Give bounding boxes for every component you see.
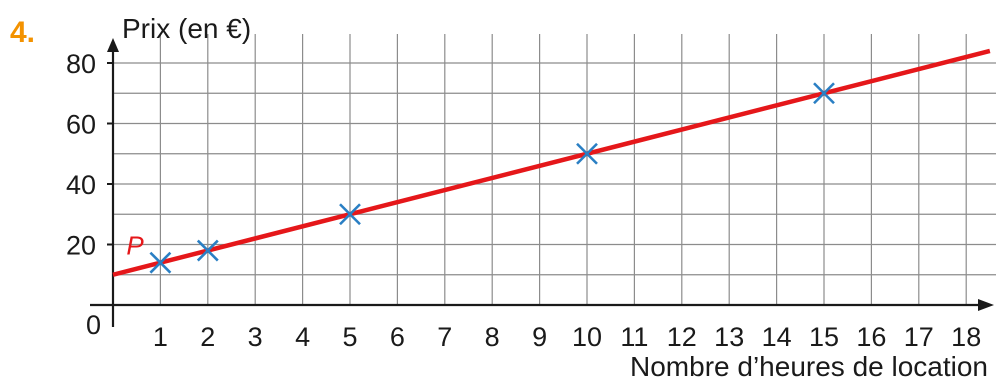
y-axis-label: Prix (en €) xyxy=(122,13,251,44)
marker-stroke xyxy=(813,82,835,105)
x-tick-label: 11 xyxy=(620,322,648,352)
y-tick-label: 80 xyxy=(66,49,96,79)
x-tick-label: 10 xyxy=(572,322,602,352)
x-tick-label: 2 xyxy=(200,322,215,352)
x-tick-label: 17 xyxy=(904,322,934,352)
y-tick-label: 60 xyxy=(66,110,96,140)
x-tick-label: 16 xyxy=(856,322,886,352)
y-tick-label: 20 xyxy=(66,231,96,261)
x-tick-label: 18 xyxy=(951,322,981,352)
x-tick-label: 7 xyxy=(437,322,452,352)
data-point-marker xyxy=(813,82,835,105)
marker-stroke xyxy=(576,142,598,165)
x-tick-label: 5 xyxy=(342,322,357,352)
x-tick-label: 3 xyxy=(248,322,263,352)
x-tick-label: 8 xyxy=(485,322,500,352)
price-line-series xyxy=(112,48,991,277)
data-point-marker xyxy=(339,203,361,226)
x-tick-label: 4 xyxy=(295,322,310,352)
origin-label: 0 xyxy=(86,310,101,340)
marker-stroke xyxy=(339,203,361,226)
x-tick-labels: 1 2 3 4 5 6 7 8 9 10 11 12 13 14 15 16 17 18 xyxy=(153,322,981,352)
x-tick-label: 15 xyxy=(809,322,839,352)
data-point-marker xyxy=(149,251,172,274)
data-point-marker xyxy=(576,142,598,165)
point-label: P xyxy=(126,231,144,261)
price-line xyxy=(112,48,991,277)
y-axis-arrow xyxy=(107,38,119,52)
x-tick-label: 12 xyxy=(667,322,697,352)
y-tick-labels: 20 40 60 80 xyxy=(66,49,96,261)
grid xyxy=(113,34,996,305)
x-tick-label: 14 xyxy=(762,322,792,352)
y-tick-label: 40 xyxy=(66,170,96,200)
axes xyxy=(90,38,994,327)
data-point-marker xyxy=(196,239,219,262)
exercise-number: 4. xyxy=(10,16,35,49)
annotations: P xyxy=(126,231,144,261)
x-axis-label: Nombre d’heures de location xyxy=(630,351,988,382)
x-axis-arrow xyxy=(978,299,994,311)
x-tick-label: 13 xyxy=(714,322,744,352)
data-point-markers xyxy=(149,82,835,274)
x-tick-label: 1 xyxy=(153,322,168,352)
marker-stroke xyxy=(196,239,219,262)
x-tick-label: 9 xyxy=(532,322,547,352)
marker-stroke xyxy=(149,251,172,274)
x-tick-label: 6 xyxy=(390,322,405,352)
